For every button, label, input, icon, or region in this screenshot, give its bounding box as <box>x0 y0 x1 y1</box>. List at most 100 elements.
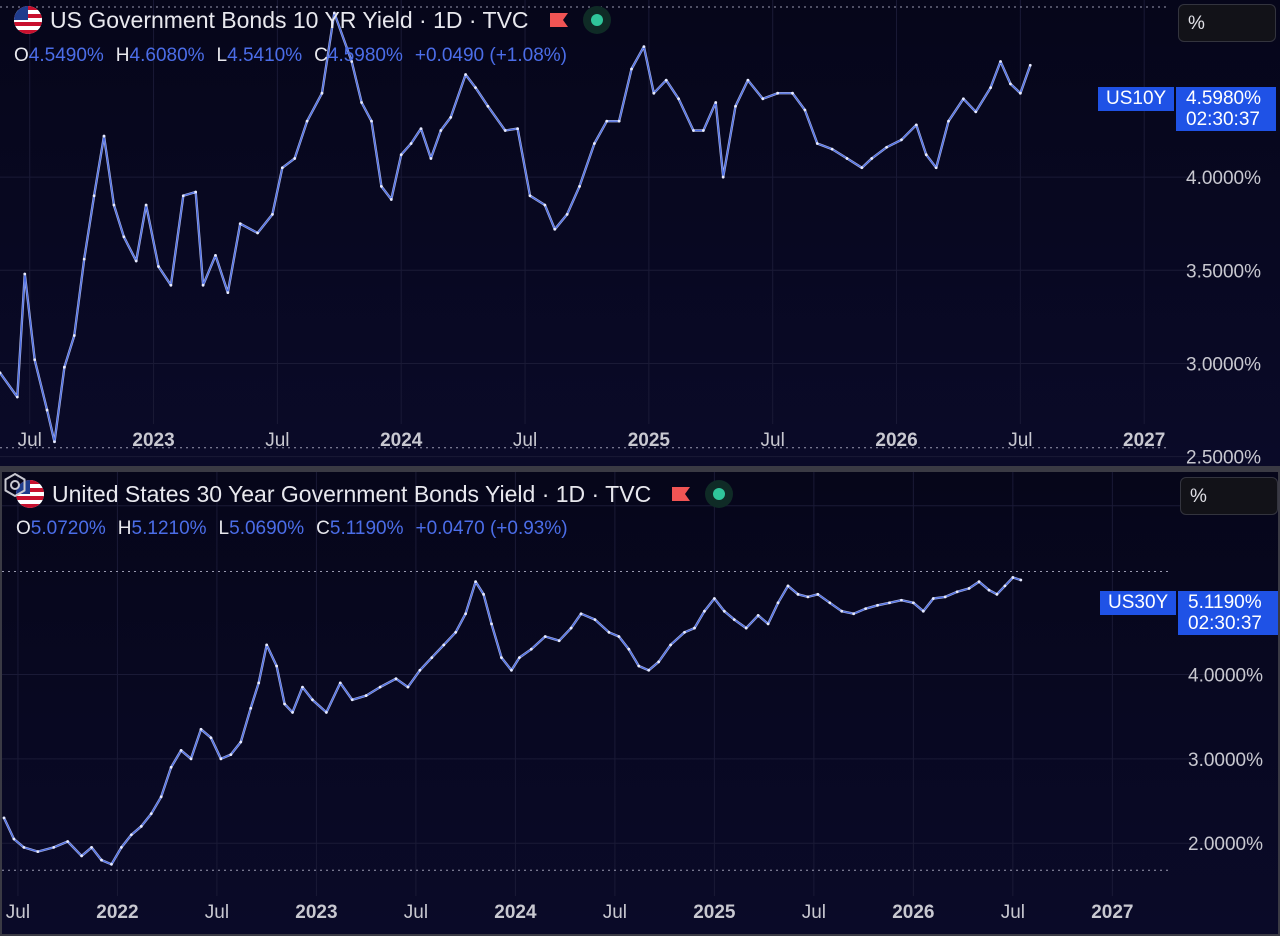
data-point <box>732 618 736 622</box>
data-point <box>830 147 834 151</box>
data-point <box>199 727 203 731</box>
us10y-chart-pane[interactable]: Jul 2023 Jul 2024 Jul 2025 Jul 2026 Jul 2027 2.500… <box>0 0 1280 466</box>
data-point <box>987 588 991 592</box>
us10y-plot[interactable]: Jul 2023 Jul 2024 Jul 2025 Jul 2026 Jul 2027 2.500… <box>0 0 1280 466</box>
us-flag-icon <box>16 480 44 508</box>
y-tick-label: 2.0000% <box>1188 834 1263 855</box>
open-label: O <box>16 518 31 539</box>
yield-series-line <box>2 576 1022 866</box>
data-point <box>2 816 6 820</box>
data-point <box>324 711 328 714</box>
us30y-plot[interactable]: Jul 2022 Jul 2023 Jul 2024 Jul 2025 Jul 2026 Jul 20… <box>2 472 1280 936</box>
high-label: H <box>115 45 130 66</box>
us30y-unit-selector[interactable]: % <box>1180 477 1278 515</box>
y-tick-label: 2.5000% <box>1186 448 1261 466</box>
data-point <box>543 203 547 207</box>
data-point <box>924 153 928 157</box>
data-point <box>110 862 113 866</box>
data-point <box>134 259 138 263</box>
data-point <box>557 639 561 643</box>
data-point <box>144 203 148 207</box>
data-point <box>33 358 37 362</box>
data-point <box>677 97 680 101</box>
red-flag-icon[interactable] <box>549 12 569 28</box>
us30y-ohlc: O5.0720% H5.1210% L5.0690% C5.1190% +0.0470 … <box>16 518 568 540</box>
data-point <box>12 837 16 841</box>
low-value: 4.5410% <box>227 45 303 66</box>
data-point <box>36 850 40 854</box>
data-point <box>406 685 410 689</box>
data-point <box>712 597 716 600</box>
settings-gear-icon[interactable] <box>2 472 28 498</box>
pane-divider[interactable] <box>0 466 1280 472</box>
data-point <box>139 824 143 828</box>
data-point <box>943 595 947 599</box>
data-point <box>194 190 198 194</box>
data-point <box>280 166 284 170</box>
data-point <box>714 101 718 104</box>
data-point <box>219 757 223 761</box>
data-point <box>517 656 521 659</box>
data-point <box>82 257 86 261</box>
data-point <box>239 740 243 744</box>
data-point <box>617 119 621 123</box>
y-tick-label: 3.0000% <box>1186 354 1261 375</box>
data-point <box>995 592 999 596</box>
data-point <box>627 647 631 651</box>
us30y-chart-pane[interactable]: Jul 2022 Jul 2023 Jul 2024 Jul 2025 Jul 2026 Jul 20… <box>0 472 1280 936</box>
us10y-countdown: 02:30:37 <box>1186 109 1260 130</box>
market-open-dot-icon <box>705 480 734 508</box>
data-point <box>100 858 103 862</box>
data-point <box>1018 91 1022 95</box>
data-point <box>796 592 800 596</box>
data-point <box>569 626 573 630</box>
high-value: 5.1210% <box>131 518 207 539</box>
close-value: 4.5980% <box>327 45 403 66</box>
data-point <box>630 67 633 71</box>
data-point <box>510 668 513 672</box>
data-point <box>169 765 173 769</box>
data-point <box>543 635 547 638</box>
data-point <box>283 702 286 706</box>
data-point <box>179 749 183 752</box>
data-point <box>703 609 706 613</box>
data-point <box>275 664 279 668</box>
market-open-dot-icon <box>582 6 611 34</box>
data-point <box>746 78 750 82</box>
data-point <box>209 736 213 740</box>
data-point <box>102 134 106 138</box>
data-point <box>989 86 993 90</box>
data-point <box>15 395 19 399</box>
data-point <box>1019 578 1023 582</box>
red-flag-icon[interactable] <box>671 486 691 502</box>
data-point <box>961 97 965 101</box>
data-point <box>52 846 56 849</box>
data-point <box>394 677 398 681</box>
data-point <box>553 227 557 231</box>
data-point <box>786 584 790 588</box>
close-label: C <box>314 45 328 66</box>
data-point <box>1011 576 1015 579</box>
data-point <box>464 73 467 76</box>
x-tick-label: 2025 <box>693 902 736 923</box>
data-point <box>92 194 96 198</box>
data-point <box>921 609 925 613</box>
data-point <box>271 212 274 216</box>
low-label: L <box>218 518 230 539</box>
x-tick-label: Jul <box>603 902 627 923</box>
us10y-unit-selector[interactable]: % <box>1178 4 1276 42</box>
data-point <box>0 371 2 375</box>
data-point <box>955 590 959 594</box>
data-point <box>149 812 153 816</box>
data-point <box>364 694 368 697</box>
data-point <box>592 142 596 145</box>
data-point <box>761 97 765 101</box>
data-point <box>442 643 446 647</box>
x-tick-label: Jul <box>1001 902 1025 923</box>
data-point <box>449 116 453 119</box>
data-point <box>22 846 26 849</box>
us10y-last-price: 4.5980% <box>1186 88 1262 109</box>
data-point <box>669 643 673 647</box>
data-point <box>256 231 259 235</box>
data-point <box>429 157 433 160</box>
